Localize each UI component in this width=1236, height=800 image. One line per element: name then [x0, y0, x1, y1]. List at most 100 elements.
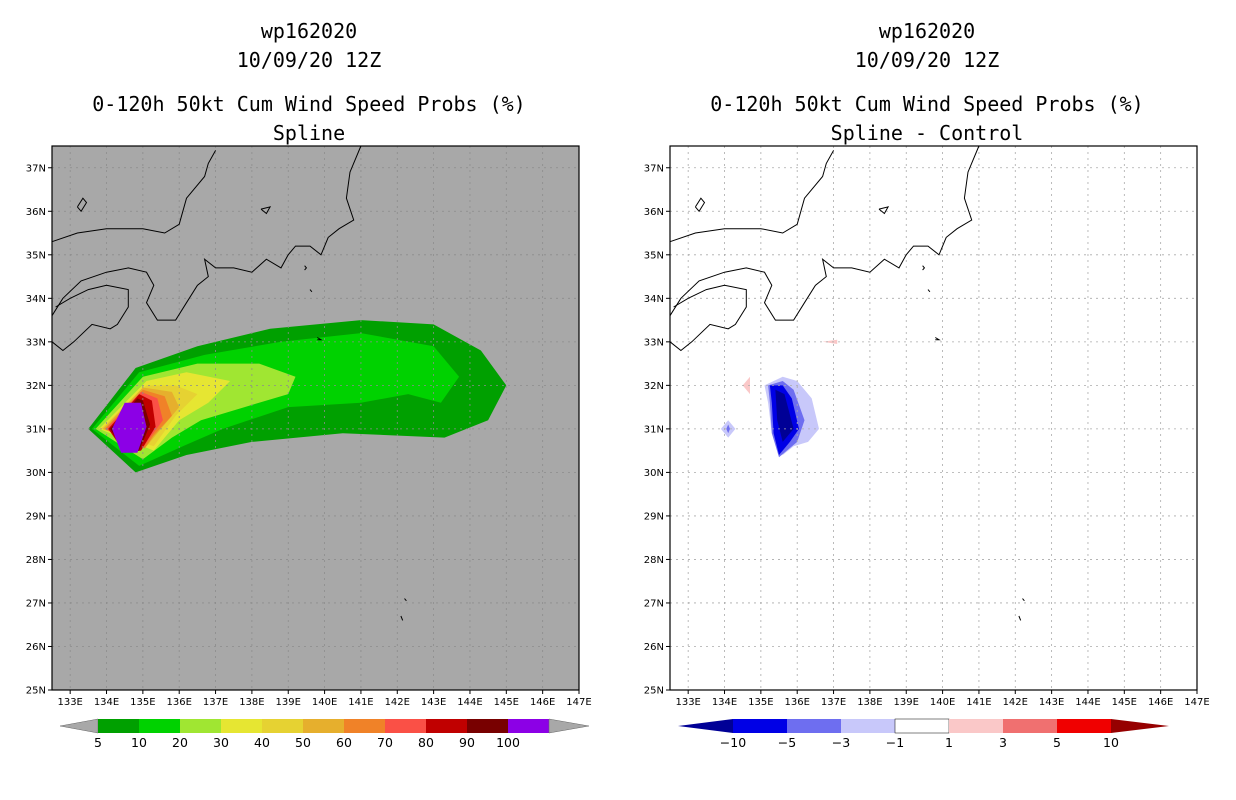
coastline-island: [1018, 615, 1022, 621]
y-tick-label: 33N: [644, 337, 664, 348]
x-tick-label: 142E: [1003, 697, 1028, 708]
y-tick-label: 26N: [26, 642, 46, 653]
coastline-island: [260, 206, 272, 215]
colorbar-segment: [467, 719, 508, 733]
x-tick-label: 145E: [494, 697, 519, 708]
y-tick-label: 36N: [644, 207, 664, 218]
colorbar-label: −10: [720, 735, 746, 750]
y-tick-label: 30N: [26, 468, 46, 479]
y-tick-label: 34N: [644, 294, 664, 305]
coastline-shikoku: [51, 284, 129, 352]
coastline-island: [935, 337, 941, 341]
x-tick-label: 144E: [457, 697, 482, 708]
coastline-sea-of-japan: [669, 150, 835, 243]
colorbar-segment: [949, 719, 1003, 733]
right-panel: wp162020 10/09/20 12Z 0-120h 50kt Cum Wi…: [618, 0, 1236, 800]
x-tick-label: 140E: [930, 697, 955, 708]
y-tick-label: 25N: [26, 686, 46, 697]
colorbar-label: 5: [1053, 735, 1061, 750]
y-tick-label: 36N: [26, 207, 46, 218]
contour-plus-1: [742, 376, 750, 395]
x-tick-label: 138E: [857, 697, 882, 708]
y-tick-label: 35N: [26, 250, 46, 261]
colorbar-segment: [221, 719, 262, 733]
colorbar-left-arrow: [678, 719, 733, 733]
y-tick-label: 29N: [26, 511, 46, 522]
x-tick-label: 139E: [276, 697, 301, 708]
date-title: 10/09/20 12Z: [236, 48, 382, 72]
colorbar-segment: [733, 719, 787, 733]
colorbar-label: 80: [418, 735, 434, 750]
x-tick-label: 134E: [94, 697, 119, 708]
y-tick-label: 32N: [644, 381, 664, 392]
y-tick-label: 37N: [26, 163, 46, 174]
colorbar-segment: [894, 718, 950, 734]
colorbar-right-arrow: [548, 718, 590, 734]
colorbar-label: 40: [254, 735, 270, 750]
x-tick-label: 141E: [966, 697, 991, 708]
colorbar-right-arrow: [1111, 719, 1169, 733]
colorbar-label: 5: [94, 735, 102, 750]
x-tick-label: 146E: [530, 697, 555, 708]
colorbar-label: 90: [459, 735, 475, 750]
contour-minus-3-small: [726, 424, 730, 434]
colorbar-label: 20: [172, 735, 188, 750]
coastline-honshu-pacific: [51, 145, 362, 321]
coastline-island: [317, 337, 323, 341]
colorbar-label: 60: [336, 735, 352, 750]
x-tick-label: 139E: [894, 697, 919, 708]
colorbar-label: 50: [295, 735, 311, 750]
storm-id-title: wp162020: [878, 19, 976, 43]
coastline-island: [922, 265, 926, 271]
contour-plus-1-east: [822, 339, 838, 344]
colorbar-segment: [303, 719, 344, 733]
contour-10: [92, 333, 460, 466]
colorbar-label: 10: [131, 735, 147, 750]
colorbar-label: −1: [886, 735, 904, 750]
x-tick-label: 142E: [385, 697, 410, 708]
date-title: 10/09/20 12Z: [854, 48, 1000, 72]
x-tick-label: 141E: [348, 697, 373, 708]
y-tick-label: 31N: [26, 424, 46, 435]
x-tick-label: 136E: [785, 697, 810, 708]
x-tick-label: 137E: [821, 697, 846, 708]
coastline-island: [76, 197, 88, 213]
y-tick-label: 32N: [26, 381, 46, 392]
coastline-sea-of-japan: [51, 150, 217, 243]
product-title: 0-120h 50kt Cum Wind Speed Probs (%): [710, 92, 1144, 116]
method-title: Spline - Control: [830, 121, 1024, 145]
x-tick-label: 144E: [1075, 697, 1100, 708]
coastline-island: [1022, 598, 1025, 602]
map-background: [670, 146, 1197, 690]
x-tick-label: 147E: [566, 697, 591, 708]
colorbar-label: 1: [945, 735, 953, 750]
colorbar-segment: [841, 719, 895, 733]
colorbar-segment: [508, 719, 549, 733]
colorbar-segment: [385, 719, 426, 733]
colorbar-label: 30: [213, 735, 229, 750]
y-tick-label: 25N: [644, 686, 664, 697]
x-tick-label: 143E: [1039, 697, 1064, 708]
y-tick-label: 33N: [26, 337, 46, 348]
y-tick-label: 27N: [644, 598, 664, 609]
colorbar-segment: [262, 719, 303, 733]
colorbar-label: 70: [377, 735, 393, 750]
coastline-island: [400, 615, 404, 621]
y-tick-label: 27N: [26, 598, 46, 609]
colorbar-label: −5: [778, 735, 796, 750]
y-tick-label: 29N: [644, 511, 664, 522]
x-tick-label: 137E: [203, 697, 228, 708]
left-panel: wp162020 10/09/20 12Z 0-120h 50kt Cum Wi…: [26, 19, 592, 750]
x-tick-label: 133E: [675, 697, 700, 708]
x-tick-label: 146E: [1148, 697, 1173, 708]
coastline-island: [304, 265, 308, 271]
storm-id-title: wp162020: [260, 19, 358, 43]
x-tick-label: 145E: [1112, 697, 1137, 708]
map-frame: [51, 145, 580, 691]
x-tick-label: 140E: [312, 697, 337, 708]
colorbar-left-arrow: [59, 718, 99, 734]
y-tick-label: 31N: [644, 424, 664, 435]
colorbar-segment: [426, 719, 467, 733]
x-tick-label: 133E: [57, 697, 82, 708]
x-tick-label: 136E: [167, 697, 192, 708]
